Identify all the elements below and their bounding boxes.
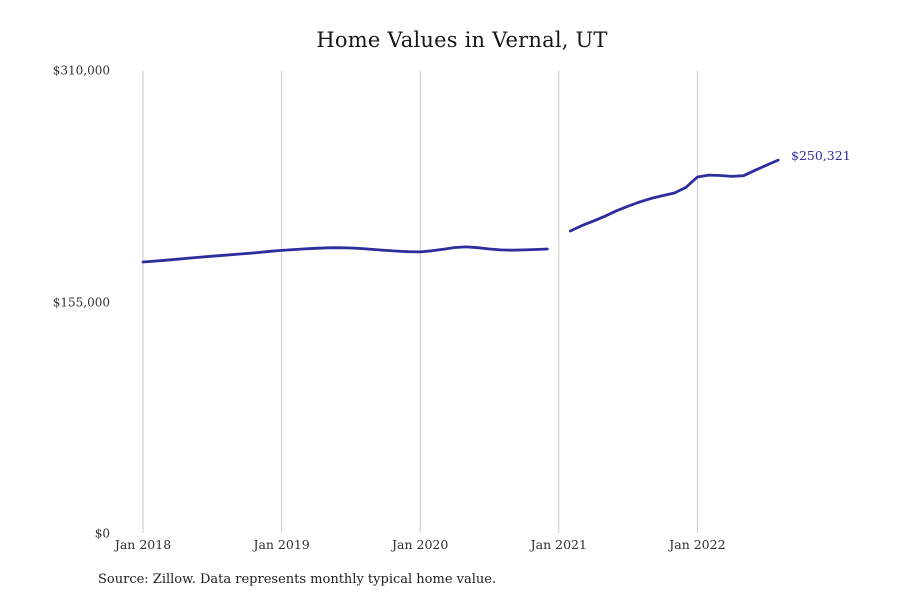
end-value-label: $250,321 (791, 148, 851, 163)
x-axis-tick-label: Jan 2019 (253, 537, 310, 552)
x-axis-tick-label: Jan 2020 (392, 537, 449, 552)
y-axis-tick-label: $0 (94, 526, 110, 541)
x-axis-tick-label: Jan 2018 (114, 537, 172, 552)
chart-title: Home Values in Vernal, UT (316, 28, 608, 52)
home-value-line (141, 158, 780, 264)
x-axis-tick-label: Jan 2022 (669, 537, 726, 552)
y-axis-tick-label: $310,000 (52, 63, 110, 78)
y-axis-tick-label: $155,000 (52, 295, 110, 310)
source-note: Source: Zillow. Data represents monthly … (98, 572, 497, 587)
x-axis-tick-label: Jan 2021 (530, 537, 587, 552)
